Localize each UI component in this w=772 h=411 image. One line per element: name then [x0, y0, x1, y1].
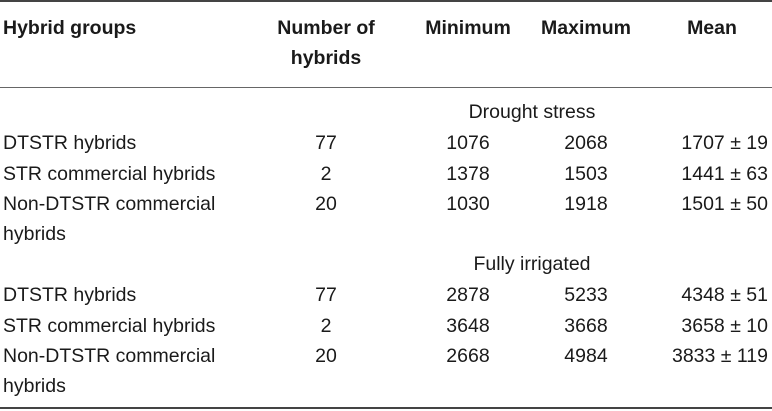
row-minimum: 2878: [446, 284, 490, 306]
header-number-line2: hybrids: [290, 47, 362, 69]
row-number: 20: [315, 345, 337, 367]
row-group-label-line2: hybrids: [3, 223, 66, 245]
row-mean: 1441 ± 63: [681, 163, 768, 185]
section-title-fully-irrigated: Fully irrigated: [473, 253, 591, 275]
row-mean: 4348 ± 51: [681, 284, 768, 306]
row-number: 77: [315, 132, 337, 154]
row-minimum: 2668: [446, 345, 490, 367]
header-mean: Mean: [687, 17, 737, 39]
header-number-line1: Number of: [277, 17, 375, 39]
row-group-label: DTSTR hybrids: [3, 132, 137, 154]
row-minimum: 1030: [446, 193, 490, 215]
row-number: 20: [315, 193, 337, 215]
row-number: 2: [320, 315, 332, 337]
row-mean: 3833 ± 119: [671, 345, 768, 367]
header-minimum: Minimum: [425, 17, 511, 39]
row-group-label: DTSTR hybrids: [3, 284, 137, 306]
row-maximum: 3668: [564, 315, 608, 337]
row-maximum: 4984: [564, 345, 608, 367]
section-title-drought-stress: Drought stress: [468, 101, 596, 123]
row-maximum: 1503: [564, 163, 608, 185]
row-group-label-line2: hybrids: [3, 375, 66, 397]
row-minimum: 3648: [446, 315, 490, 337]
row-group-label: STR commercial hybrids: [3, 163, 216, 185]
table-top-rule: [0, 0, 772, 2]
row-group-label: Non-DTSTR commercial: [3, 345, 216, 367]
row-mean: 1707 ± 19: [681, 132, 768, 154]
row-mean: 1501 ± 50: [681, 193, 768, 215]
row-minimum: 1378: [446, 163, 490, 185]
row-maximum: 2068: [564, 132, 608, 154]
row-maximum: 5233: [564, 284, 608, 306]
row-minimum: 1076: [446, 132, 490, 154]
table-bottom-rule: [0, 407, 772, 409]
header-rule: [0, 87, 772, 88]
header-maximum: Maximum: [541, 17, 631, 39]
row-number: 2: [320, 163, 332, 185]
row-number: 77: [315, 284, 337, 306]
row-maximum: 1918: [564, 193, 608, 215]
row-mean: 3658 ± 10: [681, 315, 768, 337]
row-group-label: Non-DTSTR commercial: [3, 193, 216, 215]
row-group-label: STR commercial hybrids: [3, 315, 216, 337]
header-hybrid-groups: Hybrid groups: [3, 17, 137, 39]
